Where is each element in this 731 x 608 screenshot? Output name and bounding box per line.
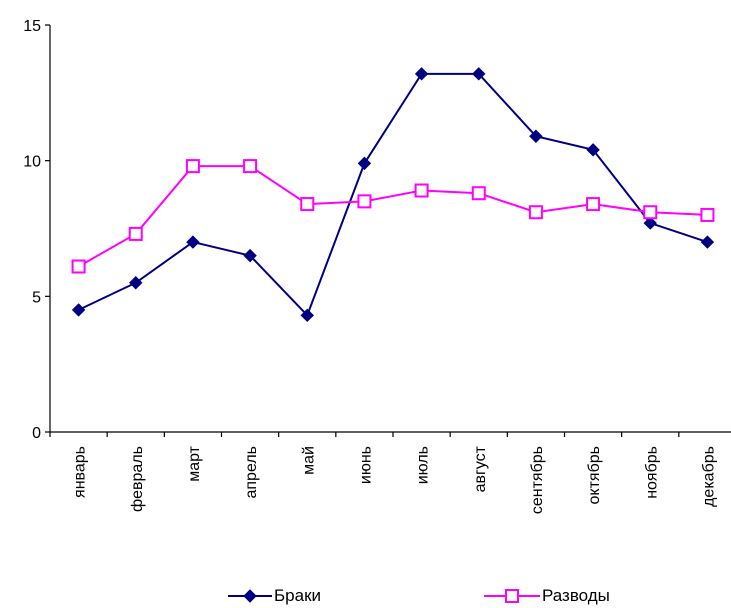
series-line-1 <box>78 72 708 318</box>
data-point-diamond <box>643 216 657 230</box>
legend-label-series-1: Браки <box>274 586 321 605</box>
data-point-diamond <box>300 308 314 323</box>
x-tick-label: декабрь <box>700 446 717 507</box>
data-point-square <box>414 183 429 198</box>
x-tick-label: сентябрь <box>529 446 546 514</box>
legend-item-series-1: Браки <box>228 586 321 606</box>
y-tick-label: 10 <box>23 154 41 171</box>
x-tick-label: июнь <box>357 446 374 484</box>
x-tick-label: октябрь <box>586 446 603 504</box>
data-point-diamond <box>186 235 200 249</box>
y-tick-label: 5 <box>32 289 41 306</box>
chart-legend: Браки Разводы <box>0 586 731 608</box>
x-tick-label: август <box>472 445 489 492</box>
legend-marker-square-icon <box>484 589 540 603</box>
legend-label-series-2: Разводы <box>542 586 610 605</box>
legend-marker-diamond-icon <box>228 589 272 603</box>
data-point-square <box>243 159 258 174</box>
x-tick-label: июль <box>415 446 432 484</box>
data-point-square <box>643 205 658 220</box>
data-point-diamond <box>129 276 143 290</box>
data-point-square <box>357 194 372 209</box>
data-point-square <box>586 197 601 212</box>
data-point-diamond <box>586 143 600 157</box>
data-point-square <box>300 197 315 212</box>
data-point-diamond <box>243 248 257 263</box>
y-axis-ticks: 0 5 10 15 <box>23 18 50 442</box>
series-line-2 <box>78 165 708 268</box>
y-tick-label: 0 <box>32 425 41 442</box>
data-point-diamond <box>472 67 486 81</box>
data-point-diamond <box>700 235 715 249</box>
data-point-diamond <box>529 129 543 143</box>
data-point-diamond <box>414 67 429 81</box>
y-tick-label: 15 <box>23 18 41 35</box>
x-tick-label: февраль <box>129 446 146 512</box>
chart-series <box>71 67 715 323</box>
x-tick-label: март <box>186 445 203 481</box>
x-axis-ticks: январь февраль март апрель май июнь июль август… <box>49 432 717 514</box>
data-point-square <box>185 159 200 174</box>
x-tick-label: май <box>300 446 317 475</box>
x-tick-label: ноябрь <box>643 446 660 499</box>
x-tick-label: январь <box>72 446 89 498</box>
legend-item-series-2: Разводы <box>484 586 610 606</box>
chart-axes <box>49 25 731 433</box>
x-tick-label: апрель <box>243 446 260 499</box>
data-point-diamond <box>357 156 372 171</box>
data-point-square <box>471 186 486 201</box>
data-point-square <box>700 207 715 222</box>
data-point-square <box>528 205 543 220</box>
data-point-diamond <box>71 303 86 317</box>
data-point-square <box>71 259 86 274</box>
data-point-square <box>128 226 143 241</box>
